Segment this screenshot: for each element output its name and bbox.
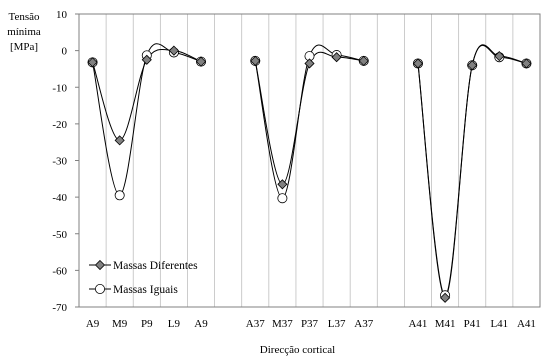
- y-tick-label: -40: [52, 192, 67, 204]
- x-tick-label: A9: [86, 318, 100, 330]
- data-point-diamond: [467, 60, 478, 71]
- data-point-diamond: [87, 57, 98, 68]
- y-tick-label: -50: [52, 229, 67, 241]
- data-point-diamond: [521, 58, 532, 69]
- x-tick-label: L37: [328, 318, 346, 330]
- series-line-massas-iguais: [417, 44, 527, 296]
- legend-circle-marker: [95, 283, 106, 294]
- y-tick-label: -60: [52, 265, 67, 277]
- data-point-diamond: [114, 135, 125, 146]
- x-tick-label: A9: [194, 318, 208, 330]
- y-tick-label: -30: [52, 156, 67, 168]
- legend-diamond-marker: [94, 259, 106, 271]
- y-axis-title-line: mínima: [7, 26, 41, 38]
- x-axis-title: Direcção cortical: [260, 344, 335, 356]
- x-tick-label: L41: [490, 318, 508, 330]
- data-point-diamond: [331, 52, 342, 63]
- x-tick-label: M37: [272, 318, 293, 330]
- grid-lines: [105, 14, 514, 307]
- x-tick-label: L9: [168, 318, 181, 330]
- data-point-diamond: [277, 179, 288, 190]
- x-tick-label: A37: [246, 318, 265, 330]
- data-point-circle: [277, 193, 288, 204]
- legend-label-massas-diferentes: Massas Diferentes: [113, 260, 198, 272]
- x-tick-label: M41: [435, 318, 456, 330]
- y-tick-label: 0: [62, 46, 68, 58]
- y-axis-title-line: Tensão: [9, 11, 40, 23]
- x-axis: A9 M9 P9 L9 A9 A37 M37 P37 L37 A37 A41 M41 P41 L41 A41: [86, 318, 536, 330]
- y-tick-label: -70: [52, 302, 67, 314]
- x-tick-label: A37: [354, 318, 373, 330]
- y-axis: 10 0 -10 -20 -30 -40 -50 -60 -70: [52, 9, 79, 314]
- data-point-diamond: [412, 58, 424, 69]
- data-point-diamond: [195, 56, 207, 67]
- series-layer: [87, 43, 532, 303]
- x-tick-label: P41: [464, 318, 481, 330]
- data-point-diamond: [494, 51, 505, 62]
- data-point-diamond: [358, 55, 369, 66]
- y-tick-label: -20: [52, 119, 67, 131]
- data-point-diamond: [141, 54, 152, 65]
- data-point-diamond: [250, 55, 261, 66]
- x-tick-label: P37: [301, 318, 319, 330]
- data-point-diamond: [440, 292, 451, 303]
- data-point-circle: [114, 190, 125, 201]
- y-axis-title: Tensão mínima [MPa]: [7, 11, 41, 53]
- x-tick-label: M9: [112, 318, 128, 330]
- data-point-diamond: [168, 45, 179, 56]
- x-tick-label: A41: [408, 318, 427, 330]
- legend: Massas Diferentes Massas Iguais: [89, 259, 198, 296]
- x-tick-label: P9: [141, 318, 153, 330]
- data-point-diamond: [304, 58, 315, 69]
- x-tick-label: A41: [517, 318, 536, 330]
- y-tick-label: -10: [52, 82, 67, 94]
- series-line-massas-diferentes: [417, 44, 527, 299]
- y-tick-label: 10: [56, 9, 68, 21]
- y-axis-title-line: [MPa]: [10, 41, 38, 53]
- legend-label-massas-iguais: Massas Iguais: [113, 284, 178, 296]
